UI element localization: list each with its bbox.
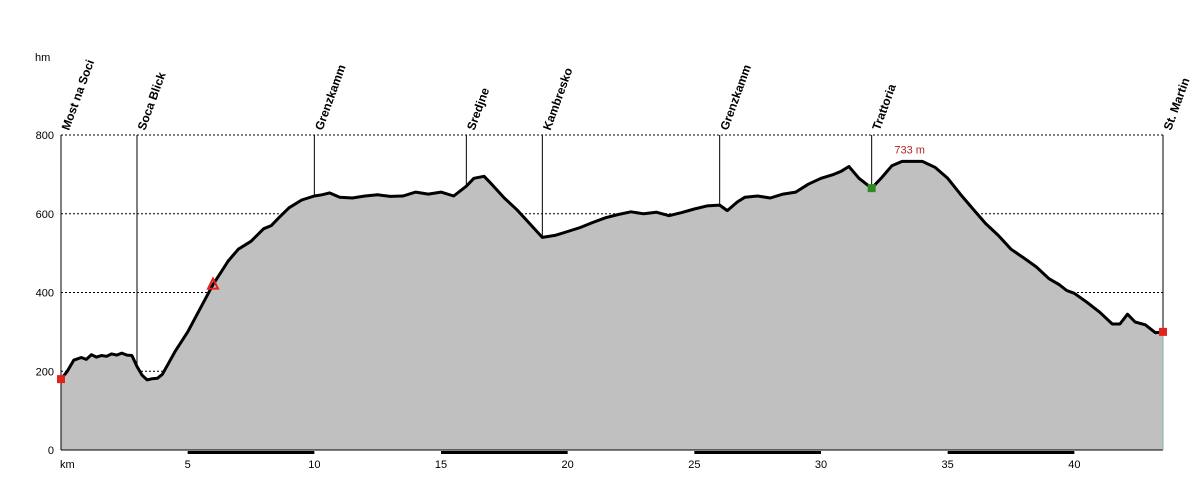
y-tick-label: 200 — [36, 366, 54, 378]
end-marker — [1159, 327, 1167, 336]
waypoint-marker — [867, 184, 876, 193]
x-tick-label: 10 — [308, 459, 320, 471]
y-unit-label: hm — [35, 52, 50, 64]
elevation-area — [61, 161, 1163, 450]
y-tick-label: 400 — [36, 288, 54, 300]
max-elevation-label: 733 m — [894, 144, 925, 156]
scale-band — [187, 451, 315, 454]
waypoint-label: Grenzkamm — [717, 63, 754, 132]
annotation-layer: 733 m — [894, 144, 925, 156]
y-tick-label: 0 — [48, 445, 54, 457]
waypoint-label: Soca Blick — [135, 70, 169, 132]
x-tick-label: 30 — [815, 459, 827, 471]
y-tick-label: 600 — [36, 209, 54, 221]
scale-band — [947, 451, 1075, 454]
x-unit-label: km — [60, 459, 75, 471]
ascent-triangle-marker — [206, 276, 220, 290]
x-tick-label: 20 — [562, 459, 574, 471]
waypoint-label: Sredjne — [464, 86, 492, 132]
scale-band — [441, 451, 568, 454]
x-tick-label: 15 — [435, 459, 447, 471]
marker-layer — [57, 184, 1167, 384]
waypoint-label: Trattoria — [869, 82, 899, 132]
scale-band — [694, 451, 821, 454]
profile-layer — [59, 159, 1164, 450]
x-tick-label: 40 — [1068, 459, 1080, 471]
start-marker — [57, 375, 65, 384]
x-tick-label: 5 — [185, 459, 191, 471]
tick-labels: 0 200 400 600 800 5 10 15 20 25 30 35 40 — [36, 130, 1081, 471]
waypoint-label: Kambresko — [540, 66, 576, 132]
waypoint-label: Most na Soci — [59, 58, 97, 132]
waypoint-label: Grenzkamm — [312, 63, 349, 132]
y-tick-label: 800 — [36, 130, 54, 142]
elevation-line — [59, 159, 1164, 382]
x-tick-label: 25 — [688, 459, 700, 471]
x-tick-label: 35 — [942, 459, 954, 471]
waypoint-label: St. Martin — [1161, 76, 1193, 132]
